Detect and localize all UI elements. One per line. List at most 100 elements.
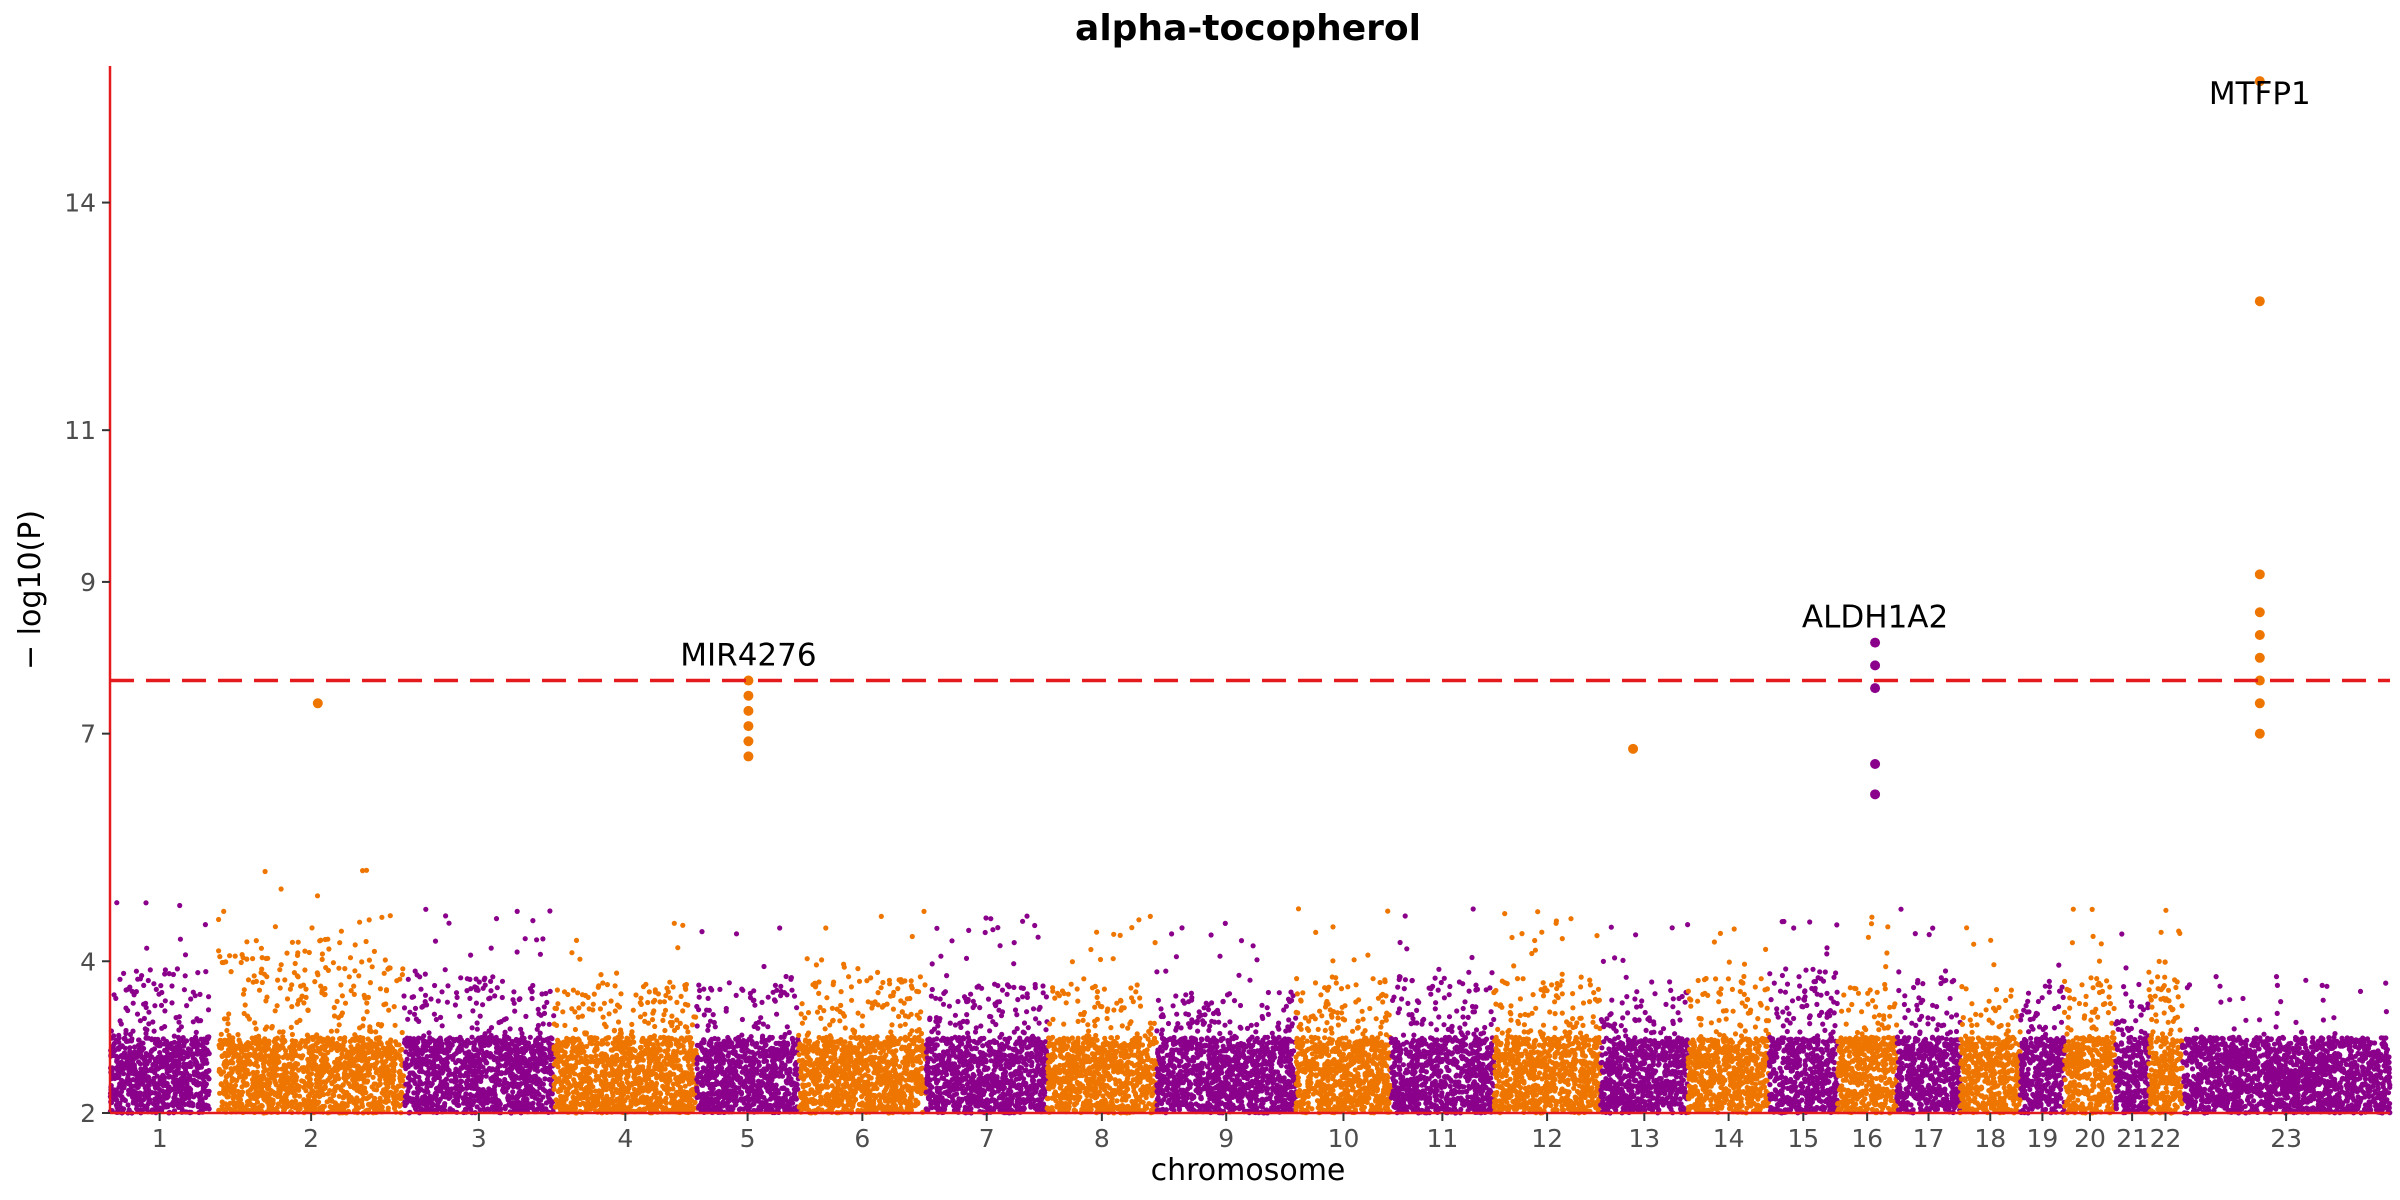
snp-point — [185, 1046, 191, 1052]
snp-point — [652, 1092, 658, 1098]
snp-point — [151, 1028, 157, 1034]
snp-point — [125, 1102, 131, 1108]
snp-point — [423, 906, 429, 912]
snp-point — [438, 1038, 444, 1044]
snp-point — [678, 1067, 684, 1073]
snp-point — [373, 1055, 379, 1061]
snp-point — [289, 939, 295, 945]
snp-point — [115, 1054, 121, 1060]
snp-point — [658, 1091, 664, 1097]
snp-point — [663, 1100, 670, 1106]
snp-point — [774, 1011, 780, 1017]
snp-point — [467, 995, 473, 1002]
data-points — [107, 867, 2393, 1116]
snp-point — [601, 1086, 607, 1092]
snp-point — [490, 974, 496, 980]
snp-point — [219, 1099, 225, 1105]
snp-point — [436, 1075, 442, 1081]
snp-point — [367, 980, 373, 986]
snp-point — [229, 1077, 235, 1083]
snp-point — [356, 973, 362, 979]
snp-point — [318, 937, 324, 943]
snp-point — [619, 1055, 625, 1061]
snp-point — [608, 998, 614, 1004]
snp-point — [338, 982, 344, 988]
snp-point — [273, 1082, 279, 1088]
snp-point — [354, 1034, 360, 1040]
snp-point — [329, 1107, 335, 1113]
snp-point — [403, 1061, 409, 1067]
snp-point — [364, 1009, 370, 1015]
snp-point — [242, 1047, 248, 1053]
snp-point — [176, 1014, 182, 1020]
snp-point — [371, 948, 377, 955]
snp-point — [321, 1046, 328, 1053]
snp-point — [653, 1104, 660, 1110]
snp-point — [516, 1075, 522, 1081]
snp-point — [322, 1085, 328, 1091]
snp-point — [327, 1075, 333, 1081]
snp-point — [346, 974, 352, 980]
snp-point — [206, 1106, 212, 1112]
snp-point — [176, 1040, 182, 1046]
snp-point — [413, 1105, 419, 1112]
snp-point — [143, 1035, 149, 1041]
snp-point — [525, 1040, 532, 1046]
snp-point — [659, 1076, 665, 1083]
snp-point — [357, 919, 363, 925]
snp-point — [312, 979, 318, 985]
snp-point — [201, 1084, 207, 1090]
snp-point — [551, 1074, 557, 1080]
snp-point — [623, 1040, 629, 1046]
snp-point — [489, 1066, 495, 1072]
snp-point — [246, 1058, 253, 1064]
snp-point — [486, 1096, 492, 1103]
snp-point — [195, 1018, 202, 1024]
snp-point — [122, 1053, 128, 1059]
snp-point — [640, 1088, 646, 1094]
snp-point — [171, 1033, 177, 1039]
snp-point — [165, 1104, 171, 1110]
snp-point — [510, 1057, 516, 1063]
snp-point — [387, 1039, 393, 1045]
snp-point — [663, 1095, 669, 1101]
snp-point — [593, 1073, 600, 1079]
snp-point — [432, 982, 438, 989]
snp-point — [330, 960, 336, 966]
snp-point — [640, 1066, 646, 1073]
snp-point — [649, 1017, 656, 1023]
snp-point — [682, 1024, 689, 1030]
snp-point — [216, 916, 222, 923]
snp-point — [352, 968, 358, 974]
snp-point — [201, 1052, 207, 1058]
snp-point — [137, 1061, 143, 1067]
snp-point — [261, 1096, 267, 1102]
snp-point — [452, 1073, 458, 1079]
snp-point — [187, 1087, 193, 1094]
snp-point — [151, 981, 157, 987]
snp-point — [302, 1043, 308, 1049]
snp-point — [557, 1079, 564, 1085]
snp-point — [496, 1082, 502, 1088]
snp-point — [222, 1037, 228, 1043]
snp-point — [429, 1081, 435, 1087]
snp-point — [544, 999, 550, 1006]
snp-point — [432, 938, 439, 944]
snp-point — [435, 1105, 441, 1111]
snp-point — [624, 1056, 630, 1062]
snp-point — [565, 1055, 571, 1061]
snp-point — [158, 1002, 165, 1009]
snp-point — [535, 1022, 542, 1029]
snp-point — [518, 1106, 524, 1112]
snp-point — [256, 1104, 262, 1110]
snp-point — [572, 1026, 579, 1033]
snp-point — [662, 1048, 668, 1054]
snp-point — [165, 1090, 171, 1097]
snp-point — [123, 1027, 129, 1034]
snp-point — [366, 957, 372, 963]
snp-point — [123, 1065, 130, 1071]
snp-point — [332, 1085, 338, 1092]
snp-point — [302, 948, 308, 954]
snp-point — [436, 1099, 442, 1105]
snp-point — [448, 1078, 454, 1084]
